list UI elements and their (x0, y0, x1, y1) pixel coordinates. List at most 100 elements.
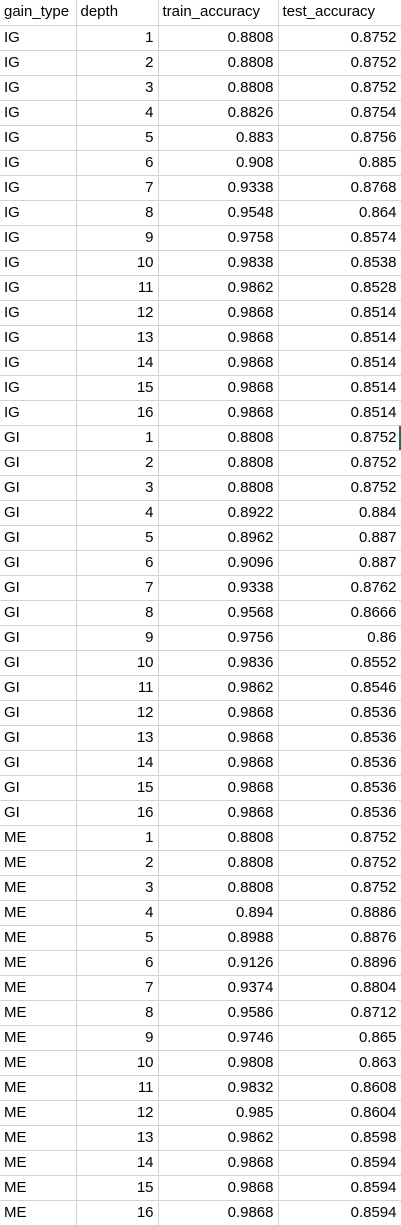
depth-cell[interactable]: 8 (76, 200, 159, 226)
train-accuracy-cell[interactable]: 0.9338 (158, 175, 279, 201)
train-accuracy-cell[interactable]: 0.9862 (158, 675, 279, 701)
test-accuracy-cell[interactable]: 0.8604 (278, 1100, 401, 1126)
train-accuracy-cell[interactable]: 0.8808 (158, 875, 279, 901)
depth-cell[interactable]: 8 (76, 1000, 159, 1026)
test-accuracy-cell[interactable]: 0.864 (278, 200, 401, 226)
depth-cell[interactable]: 9 (76, 625, 159, 651)
gain-type-cell[interactable]: IG (0, 350, 77, 376)
gain-type-cell[interactable]: GI (0, 725, 77, 751)
gain-type-cell[interactable]: IG (0, 200, 77, 226)
train-accuracy-cell[interactable]: 0.8922 (158, 500, 279, 526)
test-accuracy-cell[interactable]: 0.8752 (278, 825, 401, 851)
gain-type-cell[interactable]: GI (0, 425, 77, 451)
header-cell-gain-type[interactable]: gain_type (0, 0, 77, 26)
gain-type-cell[interactable]: IG (0, 400, 77, 426)
depth-cell[interactable]: 14 (76, 1150, 159, 1176)
train-accuracy-cell[interactable]: 0.9868 (158, 700, 279, 726)
gain-type-cell[interactable]: ME (0, 1150, 77, 1176)
test-accuracy-cell[interactable]: 0.8594 (278, 1200, 401, 1226)
gain-type-cell[interactable]: IG (0, 300, 77, 326)
gain-type-cell[interactable]: IG (0, 50, 77, 76)
train-accuracy-cell[interactable]: 0.8808 (158, 425, 279, 451)
test-accuracy-cell[interactable]: 0.8752 (278, 450, 401, 476)
train-accuracy-cell[interactable]: 0.8826 (158, 100, 279, 126)
test-accuracy-cell[interactable]: 0.8536 (278, 800, 401, 826)
test-accuracy-cell[interactable]: 0.8752 (278, 850, 401, 876)
gain-type-cell[interactable]: IG (0, 150, 77, 176)
gain-type-cell[interactable]: GI (0, 500, 77, 526)
depth-cell[interactable]: 13 (76, 1125, 159, 1151)
gain-type-cell[interactable]: GI (0, 675, 77, 701)
depth-cell[interactable]: 10 (76, 1050, 159, 1076)
gain-type-cell[interactable]: ME (0, 1125, 77, 1151)
depth-cell[interactable]: 16 (76, 400, 159, 426)
test-accuracy-cell[interactable]: 0.8574 (278, 225, 401, 251)
depth-cell[interactable]: 3 (76, 875, 159, 901)
depth-cell[interactable]: 11 (76, 275, 159, 301)
train-accuracy-cell[interactable]: 0.9868 (158, 750, 279, 776)
depth-cell[interactable]: 15 (76, 375, 159, 401)
gain-type-cell[interactable]: GI (0, 700, 77, 726)
train-accuracy-cell[interactable]: 0.985 (158, 1100, 279, 1126)
test-accuracy-cell[interactable]: 0.8594 (278, 1175, 401, 1201)
train-accuracy-cell[interactable]: 0.9746 (158, 1025, 279, 1051)
gain-type-cell[interactable]: IG (0, 250, 77, 276)
train-accuracy-cell[interactable]: 0.8808 (158, 450, 279, 476)
depth-cell[interactable]: 14 (76, 750, 159, 776)
train-accuracy-cell[interactable]: 0.9756 (158, 625, 279, 651)
gain-type-cell[interactable]: ME (0, 1100, 77, 1126)
test-accuracy-cell[interactable]: 0.8886 (278, 900, 401, 926)
test-accuracy-cell[interactable]: 0.8666 (278, 600, 401, 626)
train-accuracy-cell[interactable]: 0.8808 (158, 850, 279, 876)
depth-cell[interactable]: 3 (76, 475, 159, 501)
test-accuracy-cell[interactable]: 0.8514 (278, 325, 401, 351)
train-accuracy-cell[interactable]: 0.8808 (158, 25, 279, 51)
gain-type-cell[interactable]: GI (0, 525, 77, 551)
train-accuracy-cell[interactable]: 0.9758 (158, 225, 279, 251)
train-accuracy-cell[interactable]: 0.9868 (158, 1175, 279, 1201)
gain-type-cell[interactable]: IG (0, 25, 77, 51)
depth-cell[interactable]: 4 (76, 500, 159, 526)
gain-type-cell[interactable]: IG (0, 225, 77, 251)
depth-cell[interactable]: 12 (76, 300, 159, 326)
test-accuracy-cell[interactable]: 0.8752 (278, 75, 401, 101)
depth-cell[interactable]: 6 (76, 550, 159, 576)
depth-cell[interactable]: 5 (76, 125, 159, 151)
depth-cell[interactable]: 14 (76, 350, 159, 376)
depth-cell[interactable]: 15 (76, 775, 159, 801)
train-accuracy-cell[interactable]: 0.9868 (158, 1200, 279, 1226)
test-accuracy-cell[interactable]: 0.865 (278, 1025, 401, 1051)
depth-cell[interactable]: 7 (76, 175, 159, 201)
gain-type-cell[interactable]: GI (0, 600, 77, 626)
test-accuracy-cell[interactable]: 0.8528 (278, 275, 401, 301)
train-accuracy-cell[interactable]: 0.8962 (158, 525, 279, 551)
test-accuracy-cell[interactable]: 0.8752 (278, 475, 401, 501)
gain-type-cell[interactable]: ME (0, 1200, 77, 1226)
depth-cell[interactable]: 4 (76, 100, 159, 126)
gain-type-cell[interactable]: IG (0, 75, 77, 101)
gain-type-cell[interactable]: GI (0, 750, 77, 776)
depth-cell[interactable]: 1 (76, 425, 159, 451)
gain-type-cell[interactable]: IG (0, 100, 77, 126)
test-accuracy-cell[interactable]: 0.885 (278, 150, 401, 176)
depth-cell[interactable]: 3 (76, 75, 159, 101)
gain-type-cell[interactable]: ME (0, 925, 77, 951)
gain-type-cell[interactable]: ME (0, 825, 77, 851)
gain-type-cell[interactable]: ME (0, 900, 77, 926)
depth-cell[interactable]: 4 (76, 900, 159, 926)
depth-cell[interactable]: 5 (76, 525, 159, 551)
train-accuracy-cell[interactable]: 0.9548 (158, 200, 279, 226)
gain-type-cell[interactable]: GI (0, 625, 77, 651)
test-accuracy-cell[interactable]: 0.8538 (278, 250, 401, 276)
gain-type-cell[interactable]: ME (0, 1175, 77, 1201)
test-accuracy-cell[interactable]: 0.8752 (278, 875, 401, 901)
train-accuracy-cell[interactable]: 0.9374 (158, 975, 279, 1001)
depth-cell[interactable]: 9 (76, 1025, 159, 1051)
train-accuracy-cell[interactable]: 0.9568 (158, 600, 279, 626)
train-accuracy-cell[interactable]: 0.9868 (158, 1150, 279, 1176)
depth-cell[interactable]: 2 (76, 850, 159, 876)
gain-type-cell[interactable]: GI (0, 650, 77, 676)
test-accuracy-cell[interactable]: 0.8876 (278, 925, 401, 951)
train-accuracy-cell[interactable]: 0.9838 (158, 250, 279, 276)
gain-type-cell[interactable]: GI (0, 475, 77, 501)
